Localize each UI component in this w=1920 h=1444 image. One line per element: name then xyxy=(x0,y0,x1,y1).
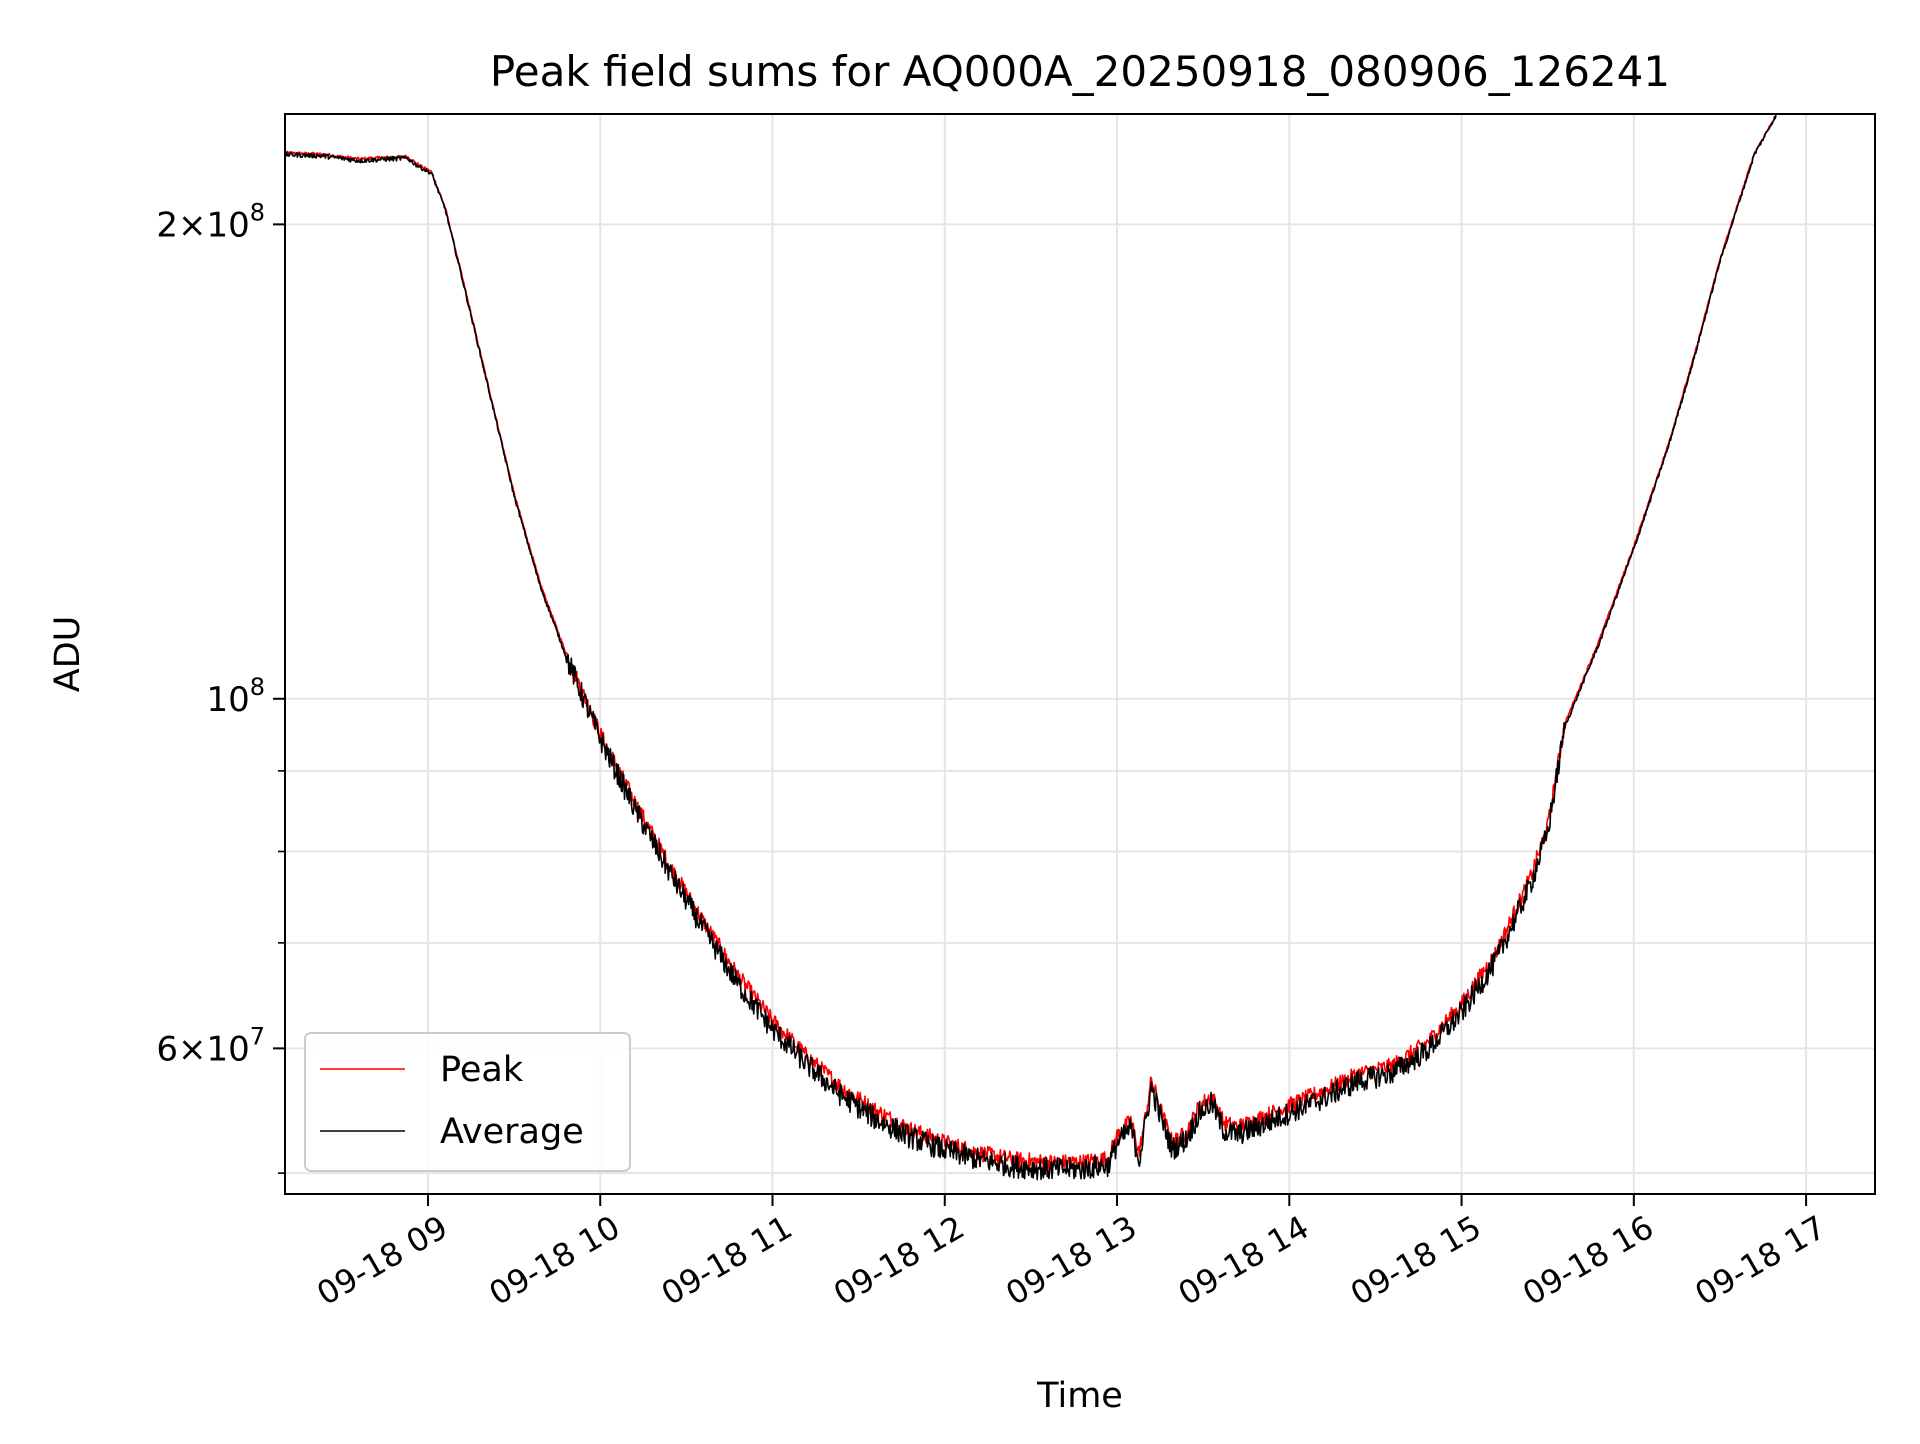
series-line-average xyxy=(284,113,1777,1181)
legend-average-label: Average xyxy=(440,1112,584,1152)
x-tick-label: 09-18 10 xyxy=(483,1208,627,1313)
y-tick-label: 2×108 xyxy=(156,198,265,245)
legend-box xyxy=(304,1032,631,1172)
x-tick-label: 09-18 15 xyxy=(1344,1208,1488,1313)
chart-title: Peak field sums for AQ000A_20250918_0809… xyxy=(490,47,1670,96)
x-tick-label: 09-18 11 xyxy=(655,1208,799,1313)
x-tick-label: 09-18 13 xyxy=(999,1208,1143,1313)
legend[interactable]: Peak Average xyxy=(304,1032,631,1172)
x-tick-label: 09-18 09 xyxy=(310,1208,454,1313)
series-layer xyxy=(284,113,1778,1181)
x-tick-label: 09-18 14 xyxy=(1172,1208,1316,1313)
y-axis-label: ADU xyxy=(48,616,88,693)
x-axis-label: Time xyxy=(1036,1376,1123,1416)
y-tick-label: 108 xyxy=(206,673,265,720)
x-axis: 09-18 09 09-18 10 09-18 11 09-18 12 09-18 13… xyxy=(310,1194,1832,1313)
series-line-peak xyxy=(284,113,1778,1172)
y-axis: 2×108 108 6×107 xyxy=(156,198,285,1174)
legend-peak-label: Peak xyxy=(440,1050,524,1090)
x-tick-label: 09-18 16 xyxy=(1516,1208,1660,1313)
plot-frame xyxy=(284,113,1876,1195)
y-tick-label: 6×107 xyxy=(156,1022,265,1069)
x-tick-label: 09-18 12 xyxy=(827,1208,971,1313)
x-tick-label: 09-18 17 xyxy=(1688,1208,1832,1313)
